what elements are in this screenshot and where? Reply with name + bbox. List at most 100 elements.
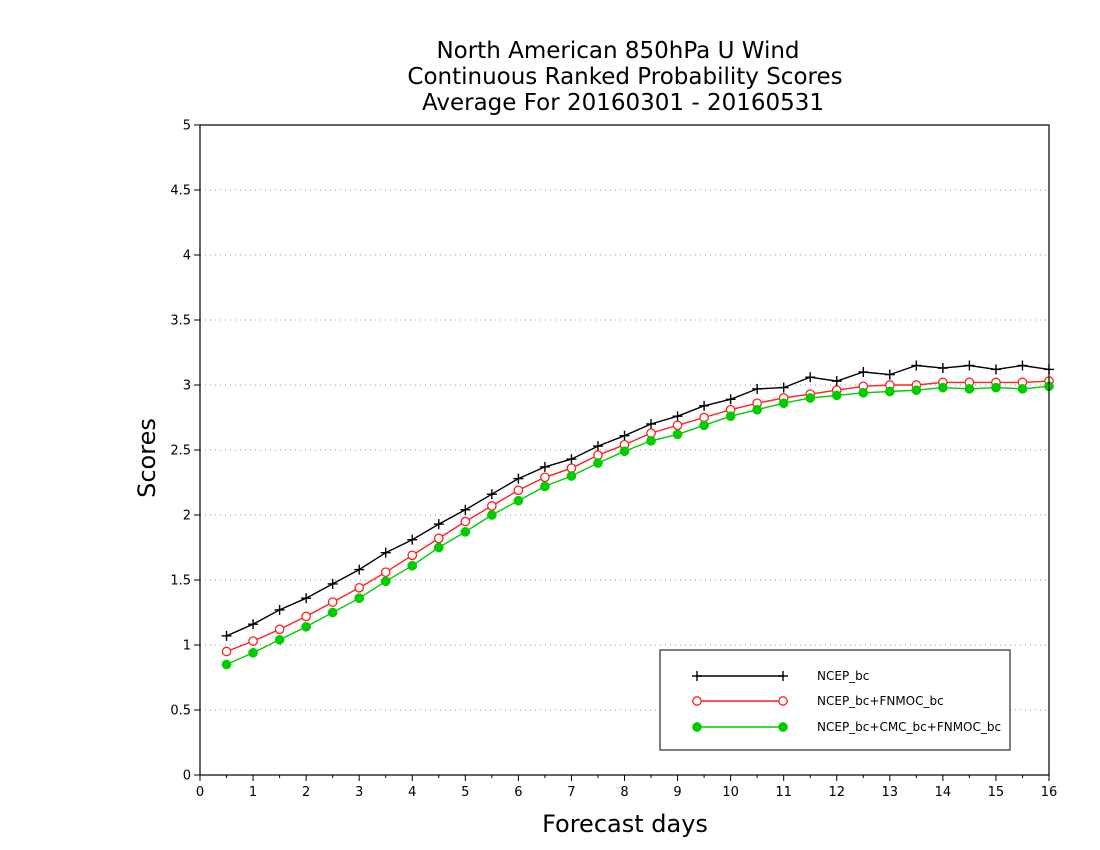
y-tick-label: 2.5 [170,444,191,459]
data-point [752,383,763,394]
y-tick-label: 4.5 [170,184,191,199]
data-point [248,647,258,658]
legend-marker [778,722,788,732]
legend-label: NCEP_bc [817,669,869,683]
data-point [1017,384,1028,394]
chart-title-line-2: Continuous Ranked Probability Scores [407,64,842,90]
data-point [938,382,948,393]
data-point [407,560,418,571]
data-point [699,420,709,431]
data-point [433,519,444,530]
y-tick-label: 1 [183,639,191,654]
series-2 [221,381,1054,670]
x-axis-ticks: 0 1 2 3 4 5 6 7 8 9 10 11 12 13 14 15 16 [196,775,1057,800]
data-point [858,367,869,377]
y-tick-label: 0 [183,769,191,784]
x-tick-label: 16 [1041,785,1058,800]
data-point [566,463,577,474]
data-point [248,619,259,630]
x-tick-label: 5 [461,785,469,800]
legend-items: NCEP_bc NCEP_bc+FNMOC_bc NCEP_bc+CMC_bc+FN… [692,669,1001,734]
data-point [937,363,948,374]
x-tick-label: 8 [620,785,628,800]
legend-marker [692,696,702,706]
data-point [699,400,710,411]
data-point [778,382,789,393]
data-point [646,419,657,429]
data-point [964,384,975,394]
legend-marker [778,671,788,681]
data-point [619,430,630,441]
legend-item: NCEP_bc+FNMOC_bc [692,694,944,708]
data-point [486,510,497,520]
data-point [911,360,922,371]
x-tick-label: 0 [196,785,204,800]
y-tick-label: 3.5 [170,314,191,329]
data-point [540,481,550,492]
data-point [274,634,285,645]
data-point [884,369,895,380]
data-point [380,576,391,587]
data-point [592,441,603,452]
data-point [964,360,975,371]
data-point [354,593,365,604]
legend-marker [692,722,702,732]
y-tick-label: 1.5 [170,574,191,589]
data-point [301,611,311,622]
x-tick-label: 12 [828,785,845,800]
data-point [380,567,391,578]
series-layer [221,360,1054,670]
legend-label: NCEP_bc+FNMOC_bc [817,694,944,708]
data-point [540,472,550,483]
data-point [646,428,656,438]
data-point [301,621,311,632]
data-point [831,376,842,387]
data-point [672,411,683,422]
data-point [486,501,497,511]
data-point [778,398,789,409]
x-tick-label: 11 [775,785,792,800]
data-point [1017,360,1028,371]
data-point [699,412,709,423]
x-tick-label: 7 [567,785,575,800]
y-tick-label: 3 [183,379,191,394]
data-point [805,372,816,383]
data-point [619,446,630,457]
data-point [566,454,577,465]
data-point [805,393,816,403]
data-point [911,385,922,396]
x-tick-label: 6 [514,785,522,800]
data-point [433,542,444,553]
x-tick-label: 1 [249,785,257,800]
x-tick-label: 15 [988,785,1005,800]
y-tick-label: 2 [183,509,191,524]
y-axis-label: Scores [133,418,161,498]
data-point [725,394,736,405]
data-point [513,473,524,484]
data-point [646,436,656,446]
data-point [539,461,550,472]
x-tick-label: 10 [722,785,739,800]
plot-frame [199,124,1050,776]
legend-box [659,649,1011,751]
data-point [593,458,603,468]
data-point [248,636,258,646]
data-point [991,382,1001,393]
data-point [672,420,683,431]
legend-item: NCEP_bc [692,669,869,683]
legend-label: NCEP_bc+CMC_bc+FNMOC_bc [817,720,1001,734]
data-point [407,550,418,561]
data-point [460,516,471,527]
data-point [354,582,365,593]
data-point [513,495,524,506]
data-point [990,364,1001,375]
data-point [725,411,736,422]
data-point [486,489,497,500]
data-point [460,527,471,537]
x-tick-label: 4 [408,785,416,800]
data-point [884,386,895,397]
data-point [380,547,391,558]
data-point [566,471,577,481]
series-line [226,364,1050,637]
